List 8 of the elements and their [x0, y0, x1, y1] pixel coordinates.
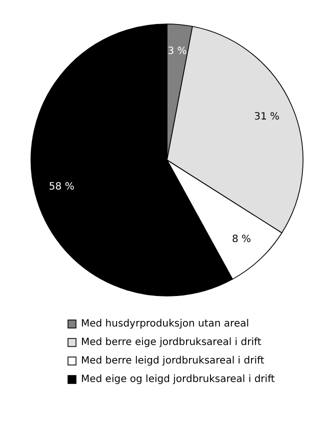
- data-label: 8 %: [232, 234, 251, 245]
- legend-label: Med eige og leigd jordbruksareal i drift: [81, 374, 275, 385]
- data-label: 58 %: [48, 182, 74, 193]
- data-label: 31 %: [254, 111, 280, 122]
- legend-label: Med husdyrproduksjon utan areal: [81, 318, 250, 330]
- legend-label: Med berre eige jordbruksareal i drift: [81, 337, 262, 348]
- data-label: 3 %: [168, 46, 187, 58]
- legend-label: Med berre leigd jordbruksareal i drift: [81, 356, 264, 366]
